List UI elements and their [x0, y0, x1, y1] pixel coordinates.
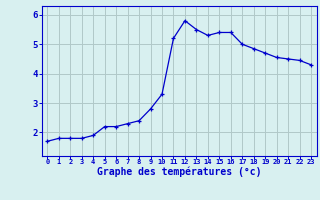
X-axis label: Graphe des températures (°c): Graphe des températures (°c) [97, 167, 261, 177]
